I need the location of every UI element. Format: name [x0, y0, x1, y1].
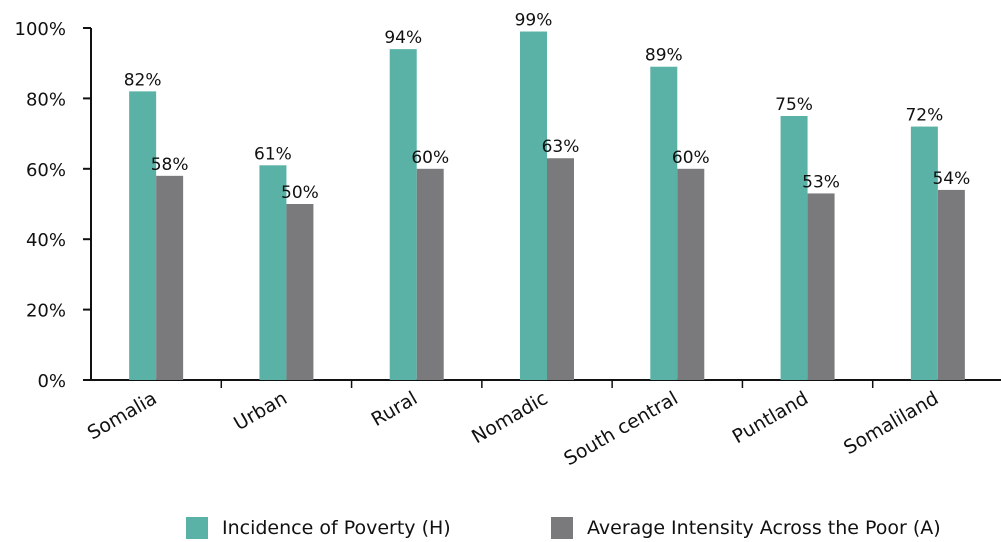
data-label: 89% [645, 46, 683, 66]
data-label: 54% [932, 169, 970, 189]
data-label: 50% [281, 183, 319, 203]
x-tick-label: Puntland [729, 387, 812, 448]
data-label: 72% [905, 106, 943, 126]
y-tick-label: 0% [37, 371, 66, 392]
data-label: 61% [254, 144, 292, 164]
y-tick-label: 80% [26, 89, 66, 110]
data-label: 99% [515, 11, 553, 31]
bar [416, 168, 444, 380]
data-label: 75% [775, 95, 813, 115]
bar [780, 116, 808, 380]
bar [286, 204, 314, 380]
x-tick-label: Rural [368, 387, 422, 431]
bar [650, 66, 678, 380]
y-axis: 0% 20% 40% 60% 80% 100% [15, 19, 92, 392]
bar [937, 189, 965, 380]
x-tick-label: Nomadic [468, 387, 552, 448]
data-label: 58% [151, 155, 189, 175]
bar [129, 91, 157, 381]
x-tick-label: Urban [230, 387, 291, 435]
y-tick-label: 100% [15, 19, 66, 40]
data-label: 60% [411, 148, 449, 168]
bar [677, 168, 705, 380]
bar [807, 193, 835, 380]
bar [910, 126, 938, 380]
x-tick-label: Somaliland [840, 387, 942, 459]
y-tick-label: 40% [26, 230, 66, 251]
data-label: 63% [542, 137, 580, 157]
bar [547, 158, 574, 380]
bar [259, 165, 287, 380]
y-tick-label: 60% [26, 160, 66, 181]
bar [520, 31, 547, 381]
bar [389, 49, 417, 381]
x-tick-label: Somalia [84, 387, 161, 444]
bar [156, 175, 184, 380]
y-tick-label: 20% [26, 301, 66, 322]
data-labels: 82% 58% 61% 50% 94% 60% 99% 63% 89% 60% 75% 53% 72% 5… [124, 11, 971, 203]
data-label: 82% [124, 70, 162, 90]
x-tick-label: South central [560, 387, 682, 470]
x-axis: Somalia Urban Rural Nomadic South central Pun… [84, 379, 1001, 470]
data-label: 94% [384, 28, 422, 48]
bars [129, 31, 965, 381]
data-label: 53% [802, 172, 840, 192]
data-label: 60% [672, 148, 710, 168]
